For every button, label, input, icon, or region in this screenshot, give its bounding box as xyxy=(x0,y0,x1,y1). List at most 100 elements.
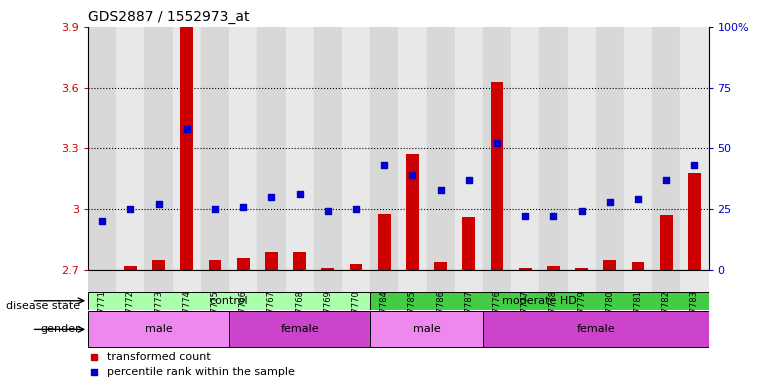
Text: GSM217774: GSM217774 xyxy=(182,290,192,341)
Point xyxy=(209,206,221,212)
Bar xyxy=(342,270,370,291)
Text: GSM217769: GSM217769 xyxy=(323,290,332,341)
Bar xyxy=(257,27,286,270)
Text: GSM217782: GSM217782 xyxy=(662,290,671,341)
Point xyxy=(689,162,701,169)
Bar xyxy=(181,27,193,270)
Text: GSM217779: GSM217779 xyxy=(577,290,586,341)
Bar xyxy=(455,27,483,270)
Text: GSM217780: GSM217780 xyxy=(605,290,614,341)
Point xyxy=(604,199,616,205)
Bar xyxy=(370,27,398,270)
Bar xyxy=(624,27,652,270)
Bar xyxy=(172,27,201,270)
Point xyxy=(322,209,334,215)
Text: GSM217775: GSM217775 xyxy=(211,290,220,341)
Text: control: control xyxy=(210,296,248,306)
Bar xyxy=(511,270,539,291)
Bar xyxy=(172,270,201,291)
Bar xyxy=(349,264,362,270)
Point xyxy=(265,194,277,200)
Point xyxy=(237,204,250,210)
Bar xyxy=(427,27,455,270)
Bar xyxy=(688,173,701,270)
Text: GSM217783: GSM217783 xyxy=(690,290,699,341)
Bar xyxy=(406,154,419,270)
Point xyxy=(660,177,673,183)
Bar xyxy=(680,270,709,291)
Bar xyxy=(427,270,455,291)
Text: GSM217778: GSM217778 xyxy=(549,290,558,341)
Bar xyxy=(624,270,652,291)
Bar xyxy=(491,81,503,270)
Bar xyxy=(293,252,306,270)
Text: GSM217771: GSM217771 xyxy=(98,290,106,341)
Text: GSM217786: GSM217786 xyxy=(436,290,445,341)
Text: GSM217777: GSM217777 xyxy=(521,290,530,341)
Bar xyxy=(539,27,568,270)
Bar xyxy=(229,270,257,291)
Text: GSM217784: GSM217784 xyxy=(380,290,388,341)
Point xyxy=(88,354,100,360)
Text: GSM217787: GSM217787 xyxy=(464,290,473,341)
Text: GSM217781: GSM217781 xyxy=(633,290,643,341)
Point xyxy=(124,206,136,212)
Bar xyxy=(378,214,391,270)
Bar xyxy=(257,270,286,291)
Bar xyxy=(483,27,511,270)
Point xyxy=(547,213,559,219)
Bar xyxy=(652,27,680,270)
Text: male: male xyxy=(413,324,440,334)
Bar xyxy=(201,27,229,270)
Point xyxy=(293,191,306,197)
Point xyxy=(88,369,100,376)
Bar xyxy=(342,27,370,270)
Bar xyxy=(463,217,475,270)
Text: GSM217773: GSM217773 xyxy=(154,290,163,341)
Bar xyxy=(660,215,673,270)
Text: GSM217785: GSM217785 xyxy=(408,290,417,341)
Bar xyxy=(398,270,427,291)
Text: percentile rank within the sample: percentile rank within the sample xyxy=(106,367,295,377)
Text: GDS2887 / 1552973_at: GDS2887 / 1552973_at xyxy=(88,10,250,25)
Bar xyxy=(286,270,314,291)
Point xyxy=(491,141,503,147)
Point xyxy=(463,177,475,183)
Bar xyxy=(237,258,250,270)
Bar xyxy=(370,270,398,291)
Bar xyxy=(229,27,257,270)
Bar xyxy=(286,27,314,270)
Text: GSM217768: GSM217768 xyxy=(295,290,304,341)
Bar xyxy=(88,270,116,291)
Point xyxy=(575,209,588,215)
Bar xyxy=(116,27,145,270)
Bar xyxy=(539,270,568,291)
Text: female: female xyxy=(280,324,319,334)
Bar xyxy=(398,27,427,270)
Bar xyxy=(483,270,511,291)
Bar xyxy=(88,292,370,310)
Bar xyxy=(568,27,596,270)
Bar xyxy=(455,270,483,291)
Bar xyxy=(370,292,709,310)
Bar xyxy=(511,27,539,270)
Text: GSM217772: GSM217772 xyxy=(126,290,135,341)
Bar xyxy=(116,270,145,291)
Point xyxy=(181,126,193,132)
Point xyxy=(378,162,391,169)
Bar xyxy=(145,270,172,291)
Point xyxy=(350,206,362,212)
Bar xyxy=(145,27,172,270)
Bar xyxy=(483,311,709,347)
Bar xyxy=(680,27,709,270)
Bar xyxy=(547,266,560,270)
Bar xyxy=(314,270,342,291)
Bar xyxy=(632,262,644,270)
Bar xyxy=(208,260,221,270)
Text: GSM217766: GSM217766 xyxy=(239,290,247,341)
Text: GSM217767: GSM217767 xyxy=(267,290,276,341)
Text: transformed count: transformed count xyxy=(106,352,211,362)
Bar xyxy=(604,260,616,270)
Text: moderate HD: moderate HD xyxy=(502,296,577,306)
Text: GSM217770: GSM217770 xyxy=(352,290,361,341)
